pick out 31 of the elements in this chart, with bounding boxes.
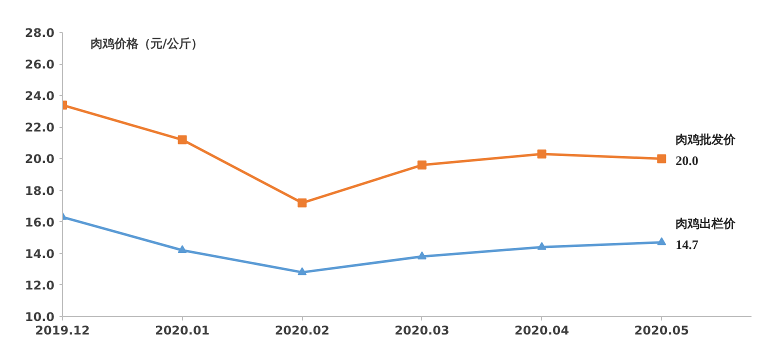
- point: [298, 198, 307, 208]
- y-tick-label: 26.0: [24, 58, 54, 72]
- point: [178, 135, 187, 144]
- x-tick-label: 2020.02: [274, 324, 330, 338]
- point: [178, 245, 187, 254]
- data-label: 20.0: [676, 153, 698, 168]
- point: [657, 154, 666, 164]
- y-tick-label: 20.0: [24, 152, 54, 166]
- y-tick-label: 14.0: [24, 246, 54, 261]
- point: [417, 160, 426, 170]
- series-label: 肉鸡出栏价: [676, 216, 737, 230]
- y-tick-label: 16.0: [24, 215, 54, 230]
- point: [537, 149, 546, 158]
- y-tick-label: 22.0: [24, 120, 54, 135]
- point: [537, 242, 546, 250]
- series-label: 肉鸡批发价: [676, 132, 737, 147]
- x-tick-label: 2020.03: [394, 324, 450, 338]
- x-tick-label: 2020.01: [155, 324, 210, 338]
- y-tick-label: 18.0: [24, 184, 54, 198]
- point: [417, 251, 426, 260]
- y-tick-label: 28.0: [24, 26, 54, 40]
- point: [657, 237, 666, 246]
- x-tick-label: 2020.05: [634, 324, 689, 338]
- x-tick-label: 2020.04: [514, 324, 570, 338]
- data-label: 14.7: [676, 236, 699, 252]
- point: [298, 267, 307, 276]
- y-axis-title: 肉鸡价格（元/公斤）: [90, 36, 203, 50]
- y-tick-label: 10.0: [24, 310, 54, 324]
- x-tick-label: 2019.12: [35, 324, 90, 338]
- y-tick-label: 12.0: [24, 278, 54, 292]
- y-tick-label: 24.0: [24, 89, 54, 104]
